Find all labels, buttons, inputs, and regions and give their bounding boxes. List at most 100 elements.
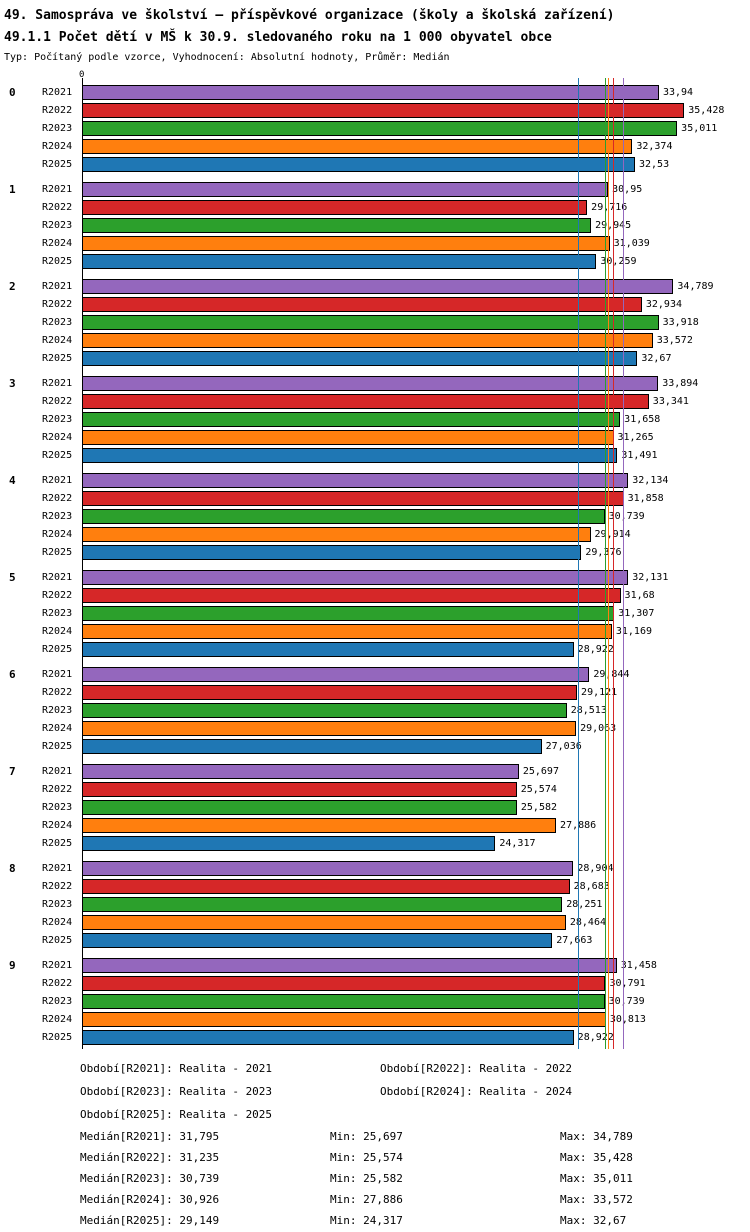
series-label: R2023	[42, 413, 73, 425]
bar-row: R2023 31,307	[0, 604, 750, 622]
report-header: 49. Samospráva ve školství – příspěvkové…	[0, 0, 750, 63]
bar-value: 33,894	[662, 377, 699, 389]
bar-row: R2023 30,739	[0, 507, 750, 525]
bar-value: 28,922	[577, 1031, 614, 1043]
series-label: R2021	[42, 183, 73, 195]
bar-row: 1 R2021 30,95	[0, 180, 750, 198]
bar-R2021-group-4	[82, 472, 629, 488]
stat-label: Max: 34,789	[560, 1130, 633, 1143]
bar-value: 35,428	[688, 104, 725, 116]
bar-R2025-group-8	[82, 932, 553, 948]
bar-R2024-group-2	[82, 332, 653, 348]
bar-value: 24,317	[499, 837, 536, 849]
bar-value: 32,131	[632, 571, 669, 583]
bar-R2025-group-2	[82, 350, 638, 366]
stat-label: Max: 33,572	[560, 1193, 633, 1206]
bar-R2025-group-3	[82, 447, 618, 463]
series-label: R2024	[42, 528, 73, 540]
bar-row: R2024 31,265	[0, 428, 750, 446]
series-label: R2022	[42, 880, 73, 892]
bar-row: R2022 31,68	[0, 586, 750, 604]
bar-row: R2023 28,513	[0, 701, 750, 719]
bar-value: 29,121	[581, 686, 618, 698]
bar-value: 33,341	[652, 395, 689, 407]
period-label: Období[R2025]: Realita - 2025	[80, 1108, 273, 1121]
bar-row: R2024 32,374	[0, 137, 750, 155]
bar-R2023-group-7	[82, 799, 517, 815]
bar-value: 29,945	[595, 219, 632, 231]
bar-row: R2025 29,376	[0, 543, 750, 561]
bar-chart: 0 R2021 33,94 R2022 35,428 R2023 35,011 R2024 32…	[0, 78, 750, 1049]
stat-label: Min: 25,697	[330, 1130, 403, 1143]
bar-row: 3 R2021 33,894	[0, 374, 750, 392]
group-label: 1	[9, 182, 16, 196]
bar-row: 0 R2021 33,94	[0, 83, 750, 101]
bar-value: 30,259	[600, 255, 637, 267]
period-row: Období[R2021]: Realita - 2021 Období[R202…	[80, 1057, 750, 1080]
bar-value: 31,658	[624, 413, 661, 425]
chart-rows: 0 R2021 33,94 R2022 35,428 R2023 35,011 R2024 32…	[0, 83, 750, 1046]
series-label: R2022	[42, 298, 73, 310]
bar-value: 33,572	[656, 334, 693, 346]
bar-R2023-group-6	[82, 702, 567, 718]
group-label: 3	[9, 376, 16, 390]
bar-value: 28,251	[566, 898, 603, 910]
bar-R2024-group-6	[82, 720, 577, 736]
bar-row: R2022 29,121	[0, 683, 750, 701]
bar-R2022-group-1	[82, 199, 588, 215]
group-label: 5	[9, 570, 16, 584]
bar-value: 31,039	[613, 237, 650, 249]
series-label: R2021	[42, 280, 73, 292]
bar-R2024-group-5	[82, 623, 612, 639]
series-label: R2024	[42, 334, 73, 346]
stat-label: Medián[R2024]: 30,926	[80, 1193, 220, 1206]
bar-R2023-group-8	[82, 896, 563, 912]
stat-label: Max: 35,428	[560, 1151, 633, 1164]
footer-stats: Medián[R2021]: 31,795 Min: 25,697 Max: 34,…	[80, 1126, 750, 1231]
bar-R2021-group-6	[82, 666, 590, 682]
bar-value: 33,94	[662, 86, 694, 98]
bar-value: 30,791	[609, 977, 646, 989]
stat-label: Medián[R2023]: 30,739	[80, 1172, 220, 1185]
stat-label: Min: 24,317	[330, 1214, 403, 1227]
x-axis-zero-label: 0	[79, 70, 85, 80]
series-label: R2025	[42, 1031, 73, 1043]
bar-row: R2024 31,169	[0, 622, 750, 640]
bar-R2025-group-7	[82, 835, 496, 851]
bar-row: R2022 29,716	[0, 198, 750, 216]
y-axis-line	[82, 78, 83, 1049]
series-label: R2024	[42, 237, 73, 249]
series-label: R2023	[42, 801, 73, 813]
group-label: 8	[9, 861, 16, 875]
bar-value: 27,886	[560, 819, 597, 831]
bar-R2023-group-9	[82, 993, 605, 1009]
bar-row: R2025 31,491	[0, 446, 750, 464]
bar-row: R2025 27,663	[0, 931, 750, 949]
bar-R2024-group-0	[82, 138, 633, 154]
series-label: R2025	[42, 158, 73, 170]
series-label: R2025	[42, 837, 73, 849]
bar-row: R2023 35,011	[0, 119, 750, 137]
bar-R2022-group-9	[82, 975, 606, 991]
stat-label: Min: 27,886	[330, 1193, 403, 1206]
bar-R2023-group-1	[82, 217, 592, 233]
bar-R2025-group-6	[82, 738, 542, 754]
stat-row: Medián[R2024]: 30,926 Min: 27,886 Max: 33,…	[80, 1189, 750, 1210]
bar-row: R2023 28,251	[0, 895, 750, 913]
period-label: Období[R2022]: Realita - 2022	[380, 1062, 573, 1075]
bar-row: R2025 32,53	[0, 155, 750, 173]
bar-value: 30,95	[612, 183, 643, 195]
bar-R2024-group-3	[82, 429, 614, 445]
bar-value: 33,918	[662, 316, 699, 328]
series-label: R2024	[42, 1013, 73, 1025]
bar-row: R2024 30,813	[0, 1010, 750, 1028]
bar-R2022-group-5	[82, 587, 621, 603]
bar-value: 30,739	[608, 995, 645, 1007]
bar-R2021-group-5	[82, 569, 629, 585]
bar-row: 9 R2021 31,458	[0, 956, 750, 974]
bar-value: 32,374	[636, 140, 673, 152]
bar-R2025-group-1	[82, 253, 597, 269]
bar-value: 28,904	[577, 862, 614, 874]
bar-R2021-group-0	[82, 84, 659, 100]
bar-value: 29,716	[591, 201, 628, 213]
